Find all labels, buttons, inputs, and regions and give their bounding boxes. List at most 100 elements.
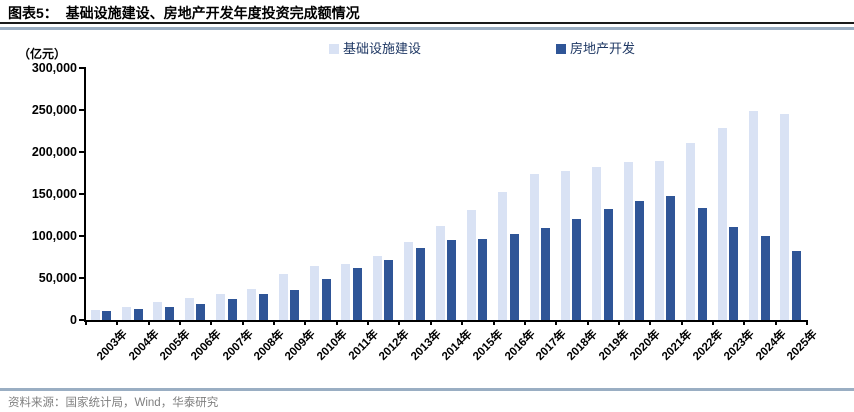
bar-infrastructure-2005 (153, 302, 163, 320)
legend-item-infrastructure: 基础设施建设 (329, 42, 421, 56)
bar-infrastructure-2015 (466, 209, 476, 320)
y-axis-tick-label: 250,000 (31, 103, 77, 117)
title-divider-dark (0, 22, 854, 24)
x-axis-tick (335, 320, 338, 325)
bar-infrastructure-2007 (216, 294, 226, 320)
bar-real-estate-2025 (791, 251, 801, 320)
bar-real-estate-2016 (509, 233, 519, 320)
y-axis-tick (79, 193, 85, 195)
x-axis-label: 2020年 (628, 328, 663, 363)
x-axis-tick (116, 320, 119, 325)
x-axis-tick (711, 320, 714, 325)
bar-infrastructure-2011 (341, 264, 351, 320)
x-axis-label: 2007年 (220, 328, 256, 363)
x-axis-label: 2009年 (283, 328, 319, 363)
bar-infrastructure-2024 (749, 110, 758, 320)
bar-infrastructure-2017 (529, 174, 539, 320)
bar-real-estate-2013 (415, 247, 425, 320)
y-axis-tick-label: 150,000 (31, 187, 77, 201)
x-axis-tick (492, 320, 495, 325)
bar-infrastructure-2025 (780, 114, 790, 320)
x-axis-tick (806, 320, 808, 325)
y-axis-tick (79, 277, 85, 279)
bar-real-estate-2005 (164, 306, 174, 320)
x-axis-label: 2012年 (377, 328, 413, 363)
x-axis-label: 2010年 (314, 328, 350, 363)
bar-infrastructure-2004 (122, 306, 132, 320)
x-axis-label: 2003年 (95, 328, 130, 363)
x-axis-tick (461, 320, 464, 325)
bar-real-estate-2019 (603, 208, 613, 320)
y-axis-unit-label: （亿元） (18, 47, 67, 61)
bar-real-estate-2009 (290, 289, 300, 320)
x-axis-tick (429, 320, 432, 325)
x-axis-tick (304, 320, 307, 325)
x-axis-label: 2005年 (157, 328, 193, 363)
legend-swatch-real-estate-icon (556, 44, 566, 54)
bar-infrastructure-2008 (247, 288, 257, 320)
bar-infrastructure-2023 (717, 127, 727, 320)
x-axis-label: 2008年 (251, 328, 287, 363)
x-axis-tick (273, 320, 276, 325)
source-text: 资料来源：国家统计局，Wind，华泰研究 (8, 397, 219, 409)
bar-infrastructure-2010 (310, 266, 320, 320)
x-axis-tick (147, 320, 150, 325)
legend-label-infrastructure: 基础设施建设 (343, 41, 422, 56)
x-axis-label: 2025年 (784, 328, 820, 363)
y-axis-tick (79, 235, 85, 237)
y-axis-tick-label: 0 (70, 313, 77, 327)
y-axis-tick (79, 67, 85, 69)
legend-swatch-infrastructure-icon (329, 44, 339, 54)
x-axis-label: 2018年 (565, 328, 601, 363)
bar-real-estate-2021 (666, 196, 676, 320)
bar-real-estate-2020 (635, 201, 645, 320)
bar-infrastructure-2014 (435, 226, 445, 320)
y-axis-tick-label: 300,000 (31, 61, 77, 75)
x-axis-tick (680, 320, 683, 325)
y-axis-tick (79, 319, 85, 321)
bar-infrastructure-2012 (372, 256, 382, 320)
x-axis-label: 2024年 (753, 328, 789, 363)
bar-real-estate-2024 (760, 235, 770, 320)
x-axis-label: 2015年 (471, 328, 507, 363)
y-axis-tick (79, 151, 85, 153)
bar-infrastructure-2003 (90, 309, 100, 320)
y-axis-tick-label: 200,000 (31, 145, 77, 159)
bar-real-estate-2011 (352, 268, 362, 320)
bar-real-estate-2018 (572, 218, 582, 320)
bar-real-estate-2014 (447, 240, 457, 320)
x-axis-label: 2006年 (189, 328, 225, 363)
figure-title: 图表5： 基础设施建设、房地产开发年度投资完成额情况 (8, 5, 360, 21)
bar-infrastructure-2018 (560, 171, 570, 320)
bar-real-estate-2006 (196, 303, 206, 320)
x-axis-tick (586, 320, 589, 325)
bar-real-estate-2022 (697, 208, 707, 320)
y-axis-line (84, 67, 86, 322)
bar-infrastructure-2019 (592, 167, 602, 320)
y-axis-tick-label: 50,000 (38, 271, 77, 285)
bar-real-estate-2012 (384, 259, 394, 320)
bar-real-estate-2010 (321, 279, 331, 320)
legend-item-real-estate: 房地产开发 (556, 42, 635, 56)
bar-real-estate-2023 (729, 226, 739, 320)
x-axis-tick (649, 320, 652, 325)
x-axis-tick (743, 320, 746, 325)
x-axis-label: 2022年 (690, 328, 726, 363)
title-divider-blue (0, 27, 854, 30)
x-axis-tick (523, 320, 526, 325)
bar-infrastructure-2009 (278, 274, 288, 320)
x-axis-label: 2004年 (126, 328, 162, 363)
x-axis-label: 2017年 (534, 328, 569, 363)
x-axis-tick (617, 320, 620, 325)
bar-real-estate-2015 (478, 239, 488, 320)
footer-divider (0, 388, 854, 391)
bar-real-estate-2004 (133, 308, 143, 320)
x-axis-tick (555, 320, 558, 325)
legend-label-real-estate: 房地产开发 (570, 41, 636, 56)
y-axis-tick-label: 100,000 (31, 229, 77, 243)
x-axis-tick (210, 320, 213, 325)
x-axis-tick (241, 320, 244, 325)
y-axis-tick (79, 109, 85, 111)
bar-infrastructure-2022 (686, 142, 696, 320)
